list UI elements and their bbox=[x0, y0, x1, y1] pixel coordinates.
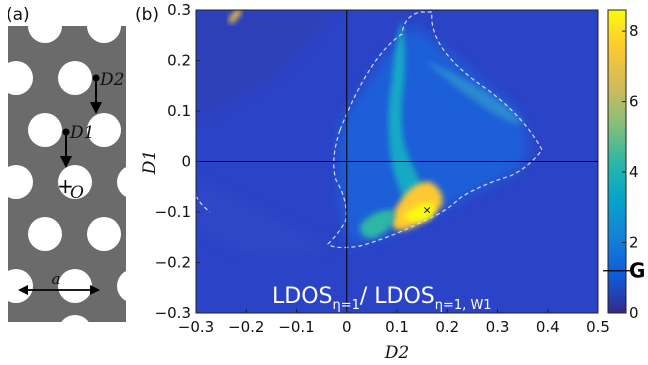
y-axis: 0.3 0.2 0.1 0 −0.1 −0.2 −0.3 bbox=[155, 1, 200, 322]
slab-mask bbox=[0, 0, 8, 365]
heatmap: × bbox=[196, 8, 598, 313]
air-hole bbox=[28, 113, 62, 147]
x-axis-label: D2 bbox=[384, 343, 409, 363]
colorbar-G-label: G bbox=[629, 259, 645, 283]
panel-a: (a) D2 D1 + O a bbox=[0, 0, 151, 365]
air-hole bbox=[87, 217, 121, 251]
x-tick-label: −0.2 bbox=[228, 318, 264, 336]
y-tick-label: −0.2 bbox=[155, 254, 191, 272]
colorbar-gradient bbox=[608, 10, 626, 313]
lattice-label: a bbox=[52, 270, 61, 288]
y-tick-label: 0.3 bbox=[167, 1, 191, 19]
colorbar-tick-label: 4 bbox=[629, 163, 639, 181]
colorbar-tick-label: 2 bbox=[629, 234, 639, 252]
air-hole bbox=[87, 9, 121, 43]
x-tick-label: −0.1 bbox=[278, 318, 314, 336]
d2-label: D2 bbox=[99, 70, 124, 90]
colorbar-tick-label: 8 bbox=[629, 22, 639, 40]
x-tick-label: 0.2 bbox=[435, 318, 459, 336]
x-tick-label: 0.1 bbox=[385, 318, 409, 336]
x-tick-label: 0.5 bbox=[586, 318, 610, 336]
y-tick-label: −0.3 bbox=[155, 304, 191, 322]
highlight-point-marker: × bbox=[423, 203, 432, 216]
panel-a-label: (a) bbox=[6, 5, 30, 25]
ldos-num-sub: η=1 bbox=[332, 298, 359, 313]
ldos-num: LDOS bbox=[272, 284, 332, 309]
x-tick-label: 0.3 bbox=[486, 318, 510, 336]
panel-b-label: (b) bbox=[135, 5, 159, 25]
colorbar-tick-label: 6 bbox=[629, 93, 639, 111]
slab-mask bbox=[126, 0, 140, 365]
x-tick-label: 0 bbox=[342, 318, 352, 336]
air-hole bbox=[28, 9, 62, 43]
ldos-den: LDOS bbox=[374, 284, 434, 309]
ldos-sep: / bbox=[360, 284, 374, 309]
air-hole bbox=[58, 61, 92, 95]
air-hole bbox=[58, 269, 92, 303]
origin-label: O bbox=[70, 183, 84, 203]
y-tick-label: −0.1 bbox=[155, 203, 191, 221]
ldos-den-sub: η=1, W1 bbox=[435, 298, 492, 313]
slab-mask bbox=[0, 322, 140, 365]
y-tick-label: 0.2 bbox=[167, 52, 191, 70]
colorbar-tick-label: 0 bbox=[629, 304, 639, 322]
d1-label: D1 bbox=[69, 123, 94, 143]
colorbar: 0 2 4 6 8 G bbox=[603, 10, 645, 322]
y-tick-label: 0 bbox=[181, 153, 191, 171]
air-hole bbox=[28, 217, 62, 251]
y-axis-label: D1 bbox=[140, 150, 160, 175]
y-tick-label: 0.1 bbox=[167, 102, 191, 120]
x-tick-label: 0.4 bbox=[536, 318, 560, 336]
